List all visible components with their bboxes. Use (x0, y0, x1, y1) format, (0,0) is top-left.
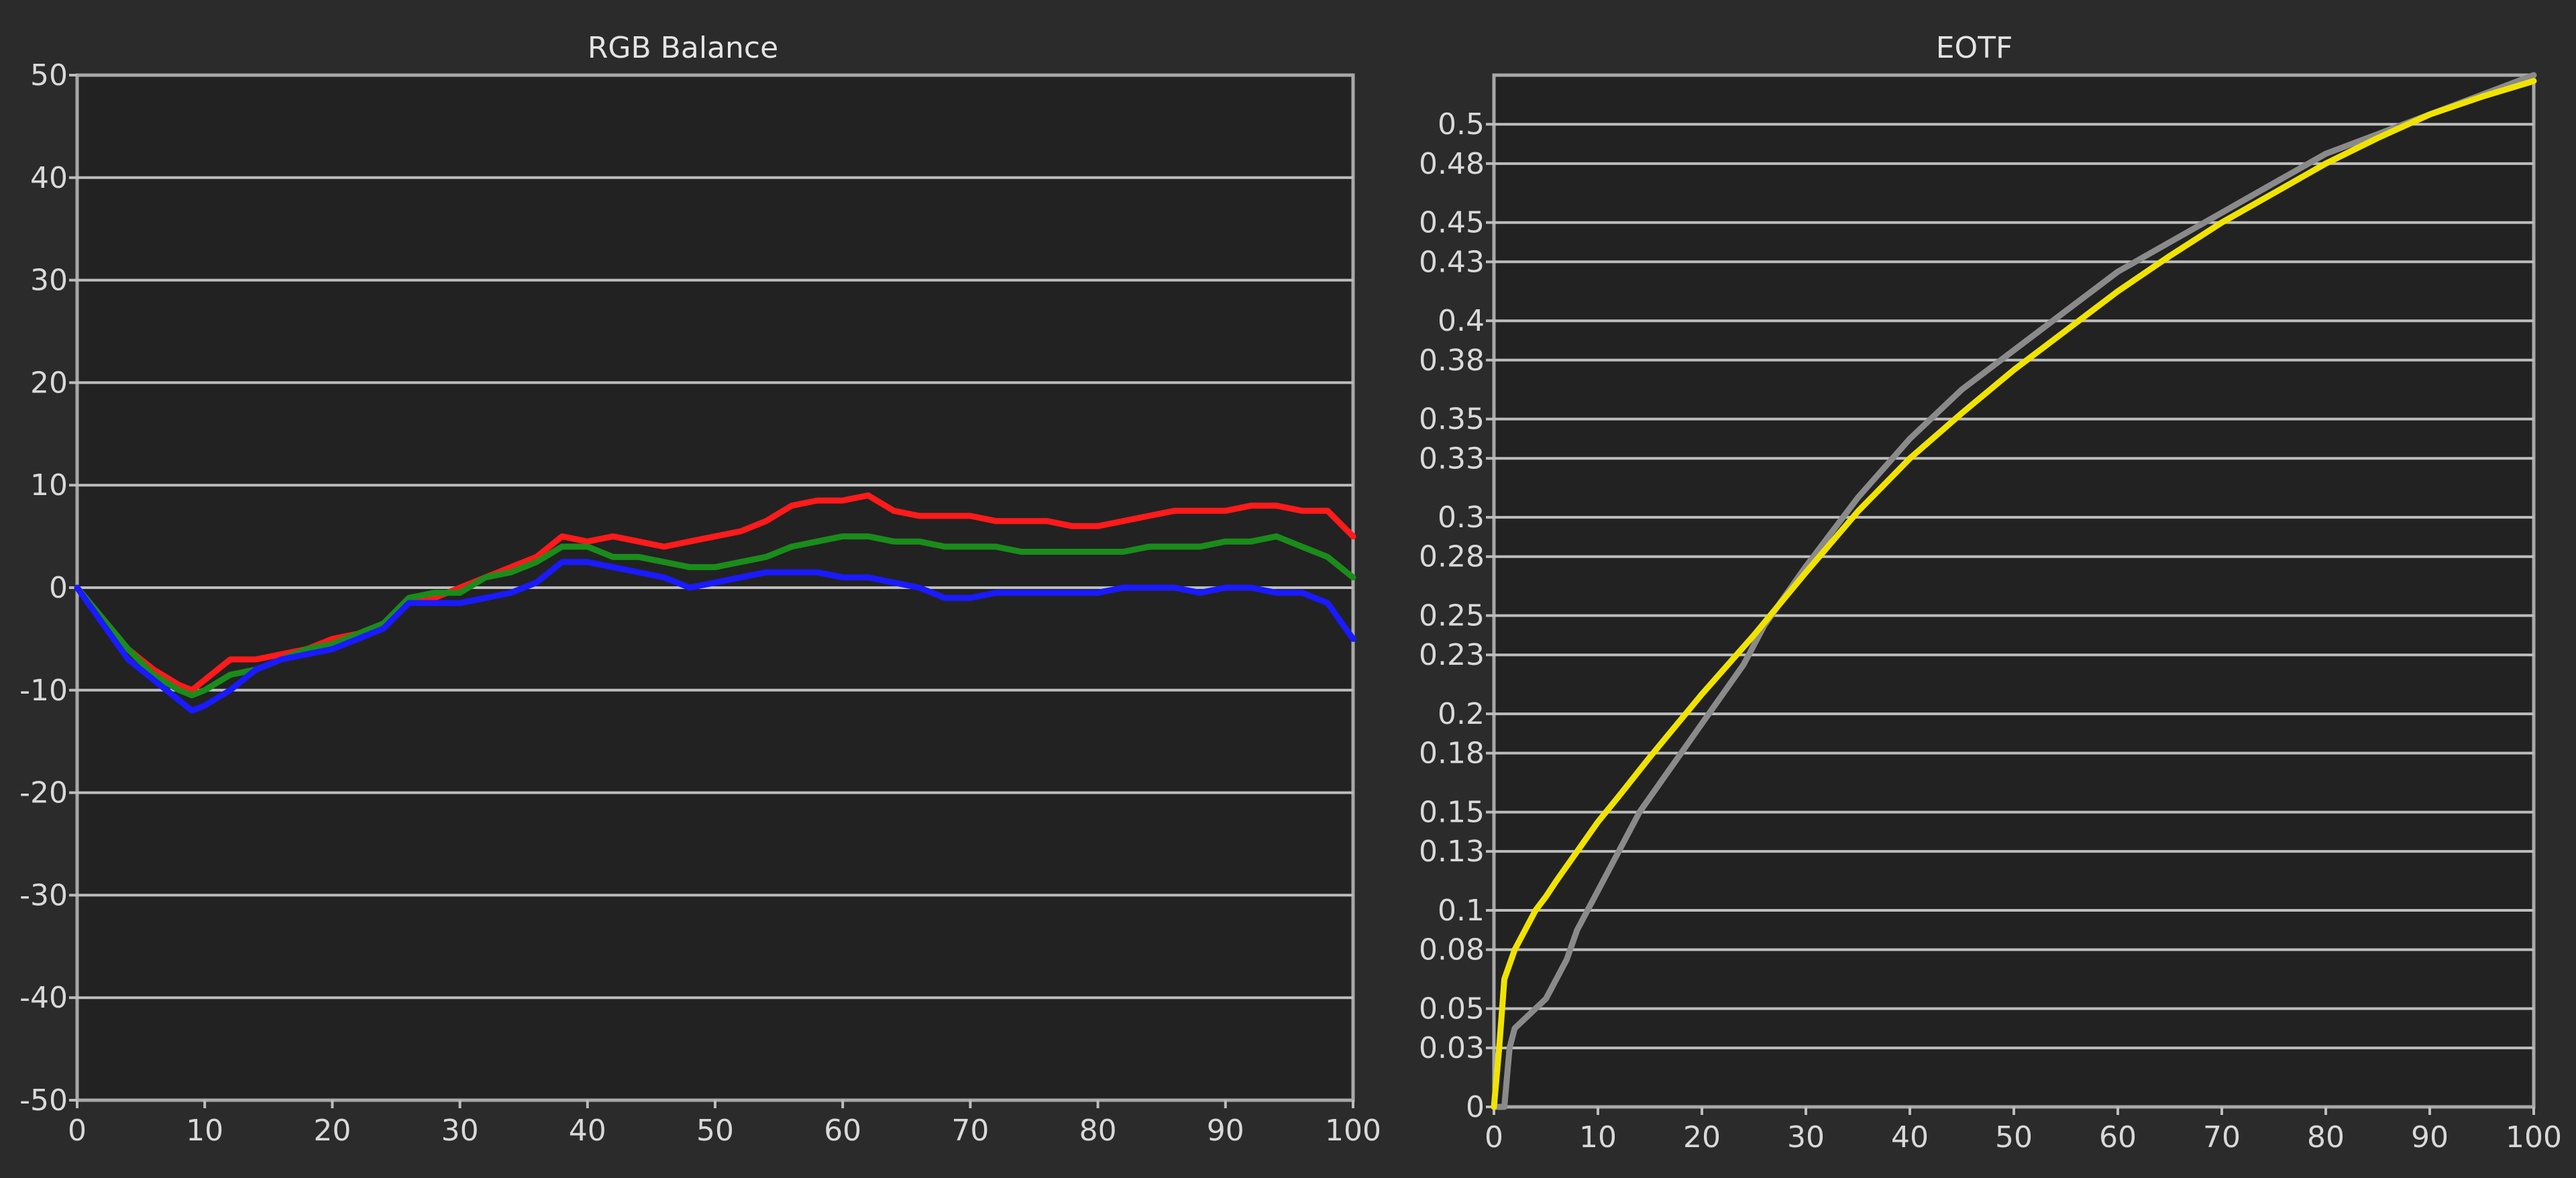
rgb-balance-x-tick-label: 50 (696, 1114, 734, 1148)
rgb-balance-y-tick-label: 0 (49, 571, 68, 605)
rgb-balance-series-line-2 (74, 559, 1356, 714)
eotf-y-tick-label: 0.03 (1419, 1031, 1485, 1065)
eotf-x-tick-labels: 0 10 20 30 40 50 60 70 80 90 100 (1485, 1120, 2562, 1155)
rgb-balance-x-tick-label: 70 (951, 1114, 989, 1148)
rgb-balance-x-tick-label: 80 (1079, 1114, 1117, 1148)
rgb-balance-x-tick-label: 30 (441, 1114, 479, 1148)
eotf-y-tick-label: 0.08 (1419, 933, 1485, 967)
rgb-balance-y-tick-label: -40 (19, 981, 68, 1015)
rgb-balance-x-tick-label: 20 (313, 1114, 351, 1148)
eotf-x-tick-label: 70 (2203, 1120, 2241, 1155)
rgb-balance-series-line-0 (74, 492, 1356, 694)
eotf-series-line-0 (1491, 72, 2537, 1110)
eotf-x-tick-label: 0 (1485, 1120, 1503, 1155)
eotf-y-tick-labels: 0.5 0.48 0.45 0.43 0.4 0.38 0.35 0.33 0.3 0.28 0.2… (1419, 107, 1485, 1124)
eotf-y-tick-label: 0.3 (1438, 500, 1485, 535)
rgb-balance-gridlines (69, 74, 1354, 1108)
eotf-chart: EOTF 0.50.480.450.430.40.380.350.330.30.… (1419, 31, 2562, 1155)
eotf-y-tick-label: 0.25 (1419, 599, 1485, 633)
eotf-y-tick-label: 0 (1466, 1090, 1485, 1124)
eotf-x-tick-label: 40 (1891, 1120, 1929, 1155)
eotf-series (1491, 72, 2537, 1110)
eotf-y-tick-label: 0.38 (1419, 343, 1485, 378)
eotf-gridlines (1486, 123, 2535, 1115)
rgb-balance-series (74, 492, 1356, 714)
eotf-title: EOTF (1936, 31, 2013, 65)
eotf-y-tick-label: 0.45 (1419, 206, 1485, 240)
eotf-y-tick-label: 0.15 (1419, 796, 1485, 830)
rgb-balance-x-tick-label: 60 (824, 1114, 861, 1148)
rgb-balance-y-tick-label: 40 (30, 161, 68, 195)
eotf-x-tick-label: 80 (2307, 1120, 2345, 1155)
eotf-y-tick-label: 0.1 (1438, 894, 1485, 928)
rgb-balance-x-tick-label: 40 (569, 1114, 606, 1148)
rgb-balance-y-tick-label: 20 (30, 366, 68, 400)
eotf-y-tick-label: 0.33 (1419, 441, 1485, 476)
rgb-balance-y-tick-label: 50 (30, 58, 68, 93)
rgb-balance-x-tick-labels: 0 10 20 30 40 50 60 70 80 90 100 (68, 1114, 1381, 1148)
eotf-y-tick-label: 0.23 (1419, 638, 1485, 672)
eotf-y-tick-label: 0.48 (1419, 147, 1485, 181)
eotf-y-tick-label: 0.35 (1419, 403, 1485, 437)
eotf-x-tick-label: 100 (2506, 1120, 2562, 1155)
rgb-balance-y-tick-label: -50 (19, 1083, 68, 1118)
eotf-x-tick-label: 10 (1579, 1120, 1617, 1155)
eotf-plot-area (1492, 73, 2536, 1109)
eotf-x-tick-label: 30 (1787, 1120, 1825, 1155)
eotf-x-tick-label: 60 (2099, 1120, 2137, 1155)
rgb-balance-y-tick-label: -20 (19, 776, 68, 810)
rgb-balance-x-tick-label: 10 (186, 1114, 223, 1148)
eotf-y-tick-label: 0.13 (1419, 835, 1485, 869)
rgb-balance-title: RGB Balance (588, 31, 778, 65)
rgb-balance-y-tick-labels: 50 40 30 20 10 0 -10 -20 -30 -40 -50 (19, 58, 68, 1118)
rgb-balance-x-tick-label: 0 (68, 1114, 87, 1148)
eotf-y-tick-label: 0.05 (1419, 992, 1485, 1026)
eotf-y-tick-label: 0.18 (1419, 737, 1485, 771)
rgb-balance-y-tick-label: 30 (30, 264, 68, 298)
eotf-series-line-1 (1491, 78, 2537, 1110)
eotf-x-tick-label: 20 (1683, 1120, 1721, 1155)
rgb-balance-y-tick-label: -10 (19, 674, 68, 708)
rgb-balance-y-tick-label: 10 (30, 468, 68, 502)
rgb-balance-x-tick-label: 100 (1325, 1114, 1381, 1148)
eotf-y-tick-label: 0.5 (1438, 107, 1485, 142)
rgb-balance-x-tick-label: 90 (1207, 1114, 1244, 1148)
rgb-balance-y-tick-label: -30 (19, 878, 68, 912)
eotf-y-tick-label: 0.43 (1419, 245, 1485, 279)
eotf-x-tick-label: 50 (1995, 1120, 2033, 1155)
eotf-y-tick-label: 0.2 (1438, 697, 1485, 731)
eotf-x-tick-label: 90 (2411, 1120, 2449, 1155)
eotf-y-tick-label: 0.28 (1419, 540, 1485, 574)
eotf-y-tick-label: 0.4 (1438, 304, 1485, 338)
